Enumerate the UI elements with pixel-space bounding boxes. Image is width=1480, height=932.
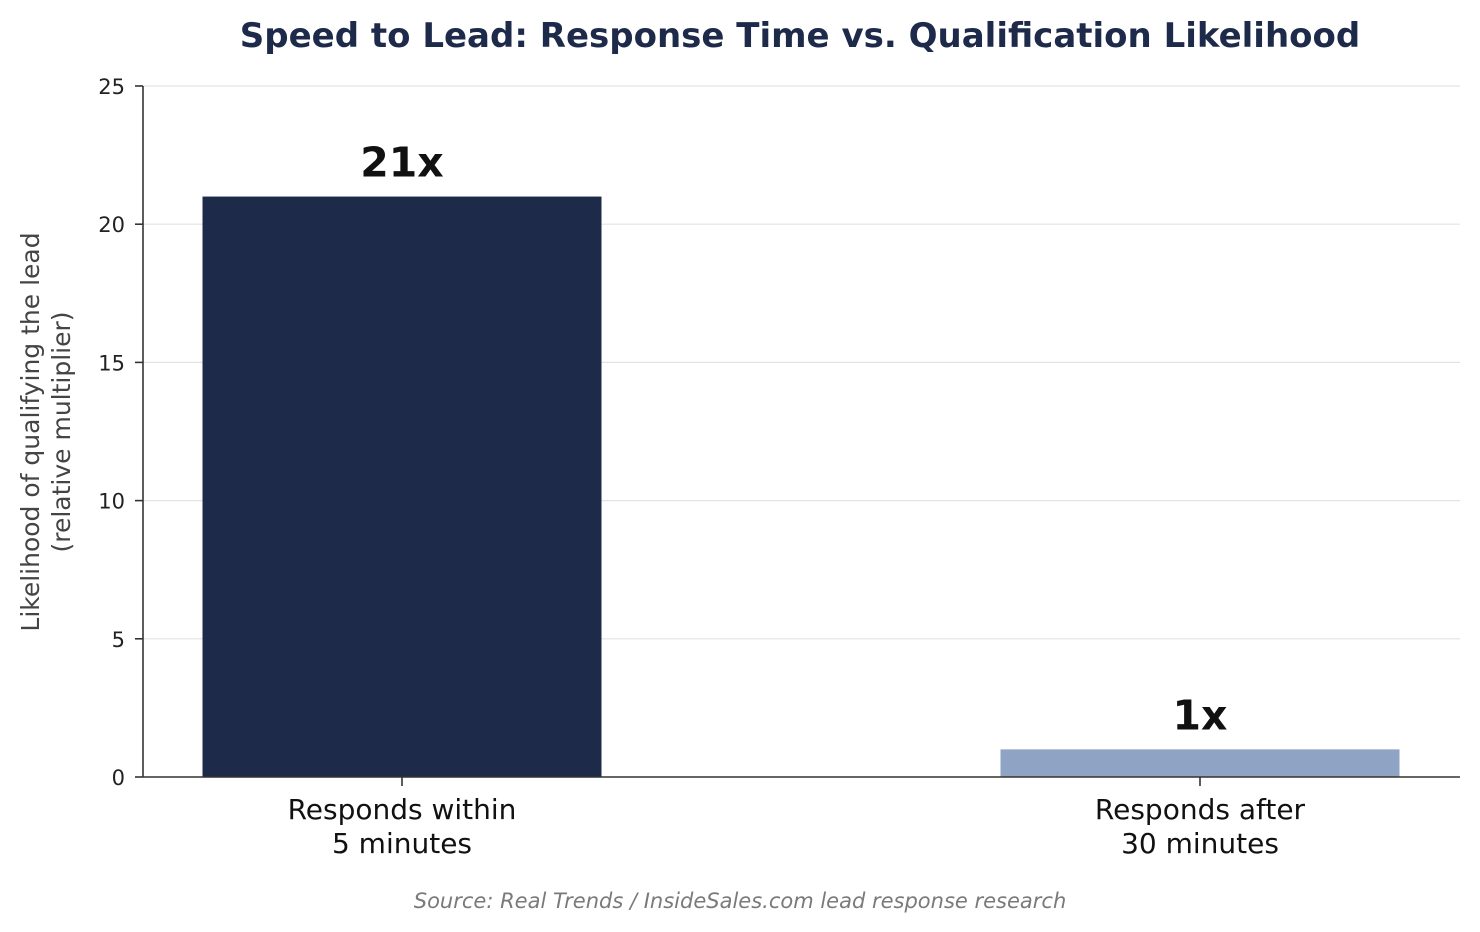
axes bbox=[135, 85, 1460, 786]
y-tick-label: 10 bbox=[98, 490, 125, 514]
x-tick-label: Responds within 5 minutes bbox=[288, 793, 517, 860]
y-tick-label: 25 bbox=[98, 75, 125, 99]
data-label: 1x bbox=[1173, 691, 1228, 739]
source-note: Source: Real Trends / InsideSales.com le… bbox=[414, 889, 1067, 913]
y-tick-label: 15 bbox=[98, 351, 125, 375]
y-tick-label: 0 bbox=[112, 766, 125, 790]
bar bbox=[1000, 749, 1400, 777]
bar bbox=[202, 196, 602, 777]
y-tick-label: 20 bbox=[98, 213, 125, 237]
y-axis-label: Likelihood of qualifying the lead(relati… bbox=[16, 232, 76, 631]
x-tick-label: Responds after 30 minutes bbox=[1095, 793, 1306, 860]
labels: 0 5 10 15 20 25 21x Responds within 5 minutes 1x R… bbox=[98, 75, 1305, 860]
bars bbox=[202, 196, 1400, 777]
data-label: 21x bbox=[360, 139, 444, 187]
chart-title: Speed to Lead: Response Time vs. Qualifi… bbox=[240, 16, 1360, 56]
y-tick-label: 5 bbox=[112, 628, 125, 652]
